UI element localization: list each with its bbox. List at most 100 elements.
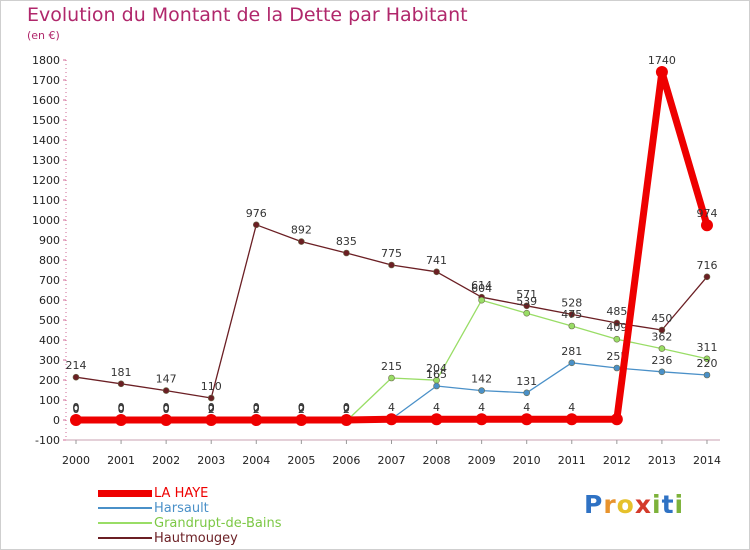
logo-letter: i (674, 490, 685, 519)
data-label-hautmougey: 741 (426, 254, 447, 267)
data-label-grandrupt-de-bains: 539 (516, 295, 537, 308)
data-point-la-haye (610, 413, 623, 426)
logo-letter: t (661, 490, 675, 519)
data-label-harsault: 0 (253, 401, 260, 414)
data-label-la-haye: 974 (696, 207, 717, 220)
x-tick-label: 2013 (648, 454, 676, 467)
y-tick-label: 1400 (32, 134, 60, 147)
legend-swatch-harsault (98, 507, 152, 509)
data-label-hautmougey: 835 (336, 235, 357, 248)
x-tick-label: 2003 (197, 454, 225, 467)
data-label-grandrupt-de-bains: 0 (118, 403, 125, 416)
data-point-hautmougey (523, 302, 531, 310)
legend-label-la-haye: LA HAYE (154, 486, 209, 501)
data-point-hautmougey (433, 268, 440, 276)
data-label-la-haye: 1740 (648, 54, 676, 67)
data-label-grandrupt-de-bains: 475 (561, 308, 582, 321)
proxiti-logo: Proxiti (584, 490, 684, 519)
data-point-hautmougey (613, 319, 621, 327)
logo-letter: o (616, 490, 635, 519)
x-tick-label: 2008 (423, 454, 451, 467)
y-tick-label: 800 (39, 254, 60, 267)
x-tick-label: 2012 (603, 454, 631, 467)
data-point-hautmougey (72, 373, 80, 381)
data-label-harsault: 0 (118, 401, 125, 414)
data-label-hautmougey: 716 (696, 259, 717, 272)
y-tick-label: 900 (39, 234, 60, 247)
data-label-la-haye: 0 (118, 402, 125, 415)
data-point-harsault (658, 368, 666, 376)
data-point-hautmougey (703, 273, 711, 281)
data-label-grandrupt-de-bains: 2 (343, 403, 350, 416)
data-label-hautmougey: 147 (156, 373, 177, 386)
data-point-harsault (568, 359, 576, 367)
data-point-grandrupt-de-bains (658, 345, 666, 352)
y-tick-label: 1500 (32, 114, 60, 127)
data-point-la-haye (655, 66, 668, 78)
legend-swatch-grandrupt-de-bains (98, 522, 152, 524)
x-tick-label: 2006 (332, 454, 360, 467)
data-point-la-haye (340, 414, 353, 426)
data-label-grandrupt-de-bains: 0 (163, 403, 170, 416)
data-point-hautmougey (298, 238, 305, 245)
legend-label-grandrupt-de-bains: Grandrupt-de-Bains (154, 516, 282, 531)
data-point-hautmougey (207, 394, 215, 402)
chart-title: Evolution du Montant de la Dette par Hab… (27, 4, 468, 26)
y-tick-label: 1300 (32, 154, 60, 167)
data-label-la-haye: 0 (298, 402, 305, 415)
data-label-harsault: 131 (516, 375, 537, 388)
data-point-la-haye (115, 414, 128, 426)
data-point-la-haye (70, 414, 82, 426)
y-tick-label: 1200 (32, 174, 60, 187)
data-label-la-haye: 0 (343, 402, 350, 415)
y-tick-label: -100 (35, 434, 60, 447)
data-label-harsault: 0 (163, 401, 170, 414)
data-point-hautmougey (568, 311, 576, 318)
data-point-la-haye (520, 413, 533, 426)
data-label-harsault: 281 (561, 345, 582, 358)
data-label-grandrupt-de-bains: 2 (298, 403, 305, 416)
x-tick-label: 2010 (513, 454, 541, 467)
data-point-la-haye (160, 414, 173, 426)
x-tick-label: 2011 (558, 454, 586, 467)
data-point-hautmougey (117, 380, 125, 388)
y-tick-label: 1700 (32, 74, 60, 87)
x-tick-label: 2007 (377, 454, 405, 467)
x-tick-label: 2004 (242, 454, 270, 467)
data-point-hautmougey (658, 326, 666, 334)
legend-label-harsault: Harsault (154, 501, 209, 516)
data-label-grandrupt-de-bains: 215 (381, 360, 402, 373)
legend-swatch-la-haye (98, 490, 152, 497)
data-label-la-haye: 4 (433, 401, 440, 414)
data-label-grandrupt-de-bains: 0 (73, 403, 80, 416)
data-label-hautmougey: 485 (606, 305, 627, 318)
data-point-la-haye (700, 219, 713, 232)
data-label-la-haye: 4 (388, 401, 395, 414)
data-label-harsault: 0 (343, 401, 350, 414)
data-point-hautmougey (252, 221, 260, 229)
data-label-hautmougey: 775 (381, 247, 402, 260)
data-label-grandrupt-de-bains: 311 (696, 341, 717, 354)
data-label-hautmougey: 892 (291, 224, 312, 237)
data-label-harsault: 0 (73, 401, 80, 414)
data-label-harsault: 236 (651, 354, 672, 367)
data-point-la-haye (565, 413, 578, 426)
data-point-grandrupt-de-bains (388, 374, 395, 382)
data-point-harsault (703, 371, 711, 379)
y-tick-label: 300 (39, 354, 60, 367)
data-point-la-haye (250, 414, 263, 426)
data-point-harsault (433, 382, 440, 390)
data-point-grandrupt-de-bains (478, 296, 485, 304)
data-point-hautmougey (388, 261, 395, 269)
data-label-la-haye: 0 (253, 402, 260, 415)
data-label-la-haye: 0 (163, 402, 170, 415)
data-label-la-haye: 4 (568, 401, 575, 414)
data-label-hautmougey: 450 (651, 312, 672, 325)
data-point-la-haye (205, 414, 218, 426)
y-tick-label: 100 (39, 394, 60, 407)
logo-letter: r (603, 490, 617, 519)
data-label-la-haye: 4 (478, 401, 485, 414)
data-point-hautmougey (343, 249, 350, 257)
y-tick-label: 1100 (32, 194, 60, 207)
